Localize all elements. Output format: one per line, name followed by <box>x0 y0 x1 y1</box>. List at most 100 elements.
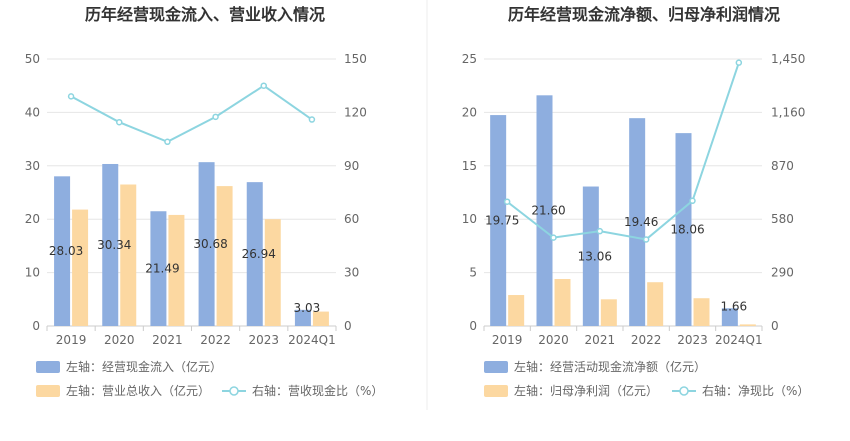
bar-primary <box>150 211 167 326</box>
left-axis-tick: 25 <box>462 52 477 66</box>
ratio-point <box>503 198 511 205</box>
x-axis-label: 2021 <box>585 333 616 347</box>
bar-primary <box>721 308 738 326</box>
ratio-line <box>70 84 313 143</box>
right-axis-tick: 90 <box>344 159 359 173</box>
bar-data-label: 1.66 <box>720 299 747 313</box>
left-axis-tick: 5 <box>469 266 477 280</box>
bar-secondary <box>554 279 571 326</box>
bar-primary <box>246 182 263 326</box>
chart-title: 历年经营现金流净额、归母净利润情况 <box>508 5 780 24</box>
ratio-point <box>689 197 696 205</box>
ratio-point <box>212 113 219 121</box>
bar-secondary <box>168 214 185 326</box>
x-axis-label: 2020 <box>538 333 569 347</box>
ratio-point <box>642 236 650 243</box>
chart-title: 历年经营现金流入、营业收入情况 <box>85 5 325 24</box>
x-axis-label: 2023 <box>248 333 279 347</box>
x-axis-label: 2023 <box>677 333 708 347</box>
left-axis-tick: 0 <box>32 319 40 333</box>
x-axis-label: 2020 <box>104 333 135 347</box>
legend-swatch <box>484 361 508 373</box>
right-axis-tick: 60 <box>344 212 359 226</box>
bar-secondary <box>216 186 233 326</box>
bar-secondary <box>693 298 710 326</box>
bar-primary <box>675 133 692 326</box>
left-axis-tick: 10 <box>25 266 40 280</box>
bar-primary <box>294 309 311 326</box>
bar-secondary <box>600 299 617 326</box>
bar-primary <box>198 162 215 326</box>
bar-data-label: 13.06 <box>578 249 612 263</box>
x-axis-label: 2022 <box>631 333 662 347</box>
legend-swatch <box>36 385 60 397</box>
ratio-point <box>308 116 316 123</box>
ratio-point <box>164 138 171 146</box>
bar-data-label: 21.49 <box>145 262 179 276</box>
legend-swatch <box>484 385 508 397</box>
legend-label: 右轴：净现比（%） <box>702 383 809 398</box>
legend-label: 左轴：经营现金流入（亿元） <box>66 359 222 374</box>
x-axis-label: 2022 <box>200 333 231 347</box>
legend-label: 左轴：经营活动现金流净额（亿元） <box>514 359 706 374</box>
bar-data-label: 28.03 <box>49 244 83 258</box>
bar-primary <box>582 186 599 326</box>
bar-data-label: 19.46 <box>624 215 658 229</box>
bar-secondary <box>72 209 89 326</box>
right-axis-tick: 30 <box>344 266 359 280</box>
ratio-point <box>735 59 743 66</box>
bar-data-label: 30.68 <box>193 237 227 251</box>
x-axis-label: 2019 <box>56 333 87 347</box>
ratio-point <box>116 118 123 126</box>
legend-line-marker <box>679 386 689 396</box>
bar-secondary <box>312 311 329 326</box>
bar-secondary <box>739 324 756 326</box>
left-axis-tick: 20 <box>462 105 477 119</box>
legend-swatch <box>36 361 60 373</box>
bar-data-label: 19.75 <box>485 214 519 228</box>
bar-secondary <box>120 184 137 326</box>
legend-line-marker <box>229 386 239 396</box>
x-axis-label: 2021 <box>152 333 183 347</box>
ratio-point <box>596 227 604 235</box>
bar-primary <box>54 176 71 326</box>
legend-label: 左轴：归母净利润（亿元） <box>514 383 658 398</box>
ratio-point <box>67 93 75 100</box>
bar-secondary <box>508 295 525 326</box>
right-axis-tick: 1,450 <box>771 52 805 66</box>
chart-panel-net-cash-profit: 历年经营现金流净额、归母净利润情况 0 5 10 15 20 25 0 290 580 870 1,1… <box>462 5 810 398</box>
bar-data-label: 30.34 <box>97 238 131 252</box>
x-axis-label: 2024Q1 <box>288 333 336 347</box>
bar-primary <box>490 115 507 326</box>
ratio-point <box>260 82 267 89</box>
legend-label: 左轴：营业总收入（亿元） <box>66 383 210 398</box>
x-axis-label: 2019 <box>492 333 523 347</box>
right-axis-tick: 0 <box>771 319 779 333</box>
bar-data-label: 21.60 <box>531 204 565 218</box>
left-axis-tick: 40 <box>25 105 40 119</box>
right-axis-tick: 150 <box>344 52 367 66</box>
right-axis-tick: 1,160 <box>771 105 805 119</box>
chart-panel-cash-inflow-revenue: 历年经营现金流入、营业收入情况 0 10 20 30 40 50 0 30 60 90 120 150 2… <box>25 5 384 398</box>
bar-data-label: 18.06 <box>670 223 704 237</box>
x-axis-label: 2024Q1 <box>715 333 763 347</box>
left-axis-tick: 10 <box>462 212 477 226</box>
left-axis-tick: 15 <box>462 159 477 173</box>
ratio-point <box>550 234 557 241</box>
bar-primary <box>536 95 553 326</box>
right-axis-tick: 580 <box>771 212 794 226</box>
left-axis-tick: 50 <box>25 52 40 66</box>
right-axis-tick: 120 <box>344 105 367 119</box>
legend-label: 右轴：营收现金比（%） <box>252 383 383 398</box>
bar-data-label: 26.94 <box>242 247 276 261</box>
bar-primary <box>102 163 119 326</box>
bar-secondary <box>647 282 664 326</box>
right-axis-tick: 0 <box>344 319 352 333</box>
bar-primary <box>629 118 646 326</box>
left-axis-tick: 0 <box>469 319 477 333</box>
ratio-line <box>506 62 740 241</box>
right-axis-tick: 290 <box>771 266 794 280</box>
bar-secondary <box>264 219 281 326</box>
